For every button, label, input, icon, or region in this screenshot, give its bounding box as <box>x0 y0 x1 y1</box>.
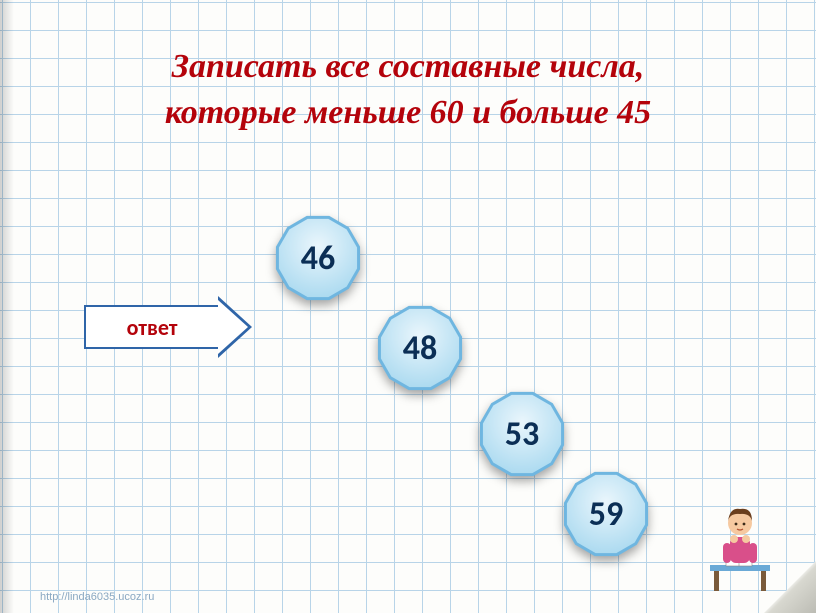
badge-value: 48 <box>403 328 437 369</box>
badge-value: 59 <box>589 494 623 535</box>
number-badge[interactable]: 59 <box>560 468 652 560</box>
badge-value: 46 <box>301 238 335 279</box>
answer-label: ответ <box>127 314 178 341</box>
badge-value: 53 <box>505 414 539 455</box>
title-line-1: Записать все составные числа, <box>40 44 776 90</box>
answer-arrow-tag[interactable]: ответ <box>84 296 252 358</box>
arrow-right-icon <box>218 296 252 358</box>
number-badge[interactable]: 48 <box>374 302 466 394</box>
title-line-2: которые меньше 60 и больше 45 <box>40 90 776 136</box>
answer-label-box: ответ <box>84 305 218 349</box>
task-title: Записать все составные числа, которые ме… <box>0 44 816 136</box>
number-badge[interactable]: 46 <box>272 212 364 304</box>
number-badge[interactable]: 53 <box>476 388 568 480</box>
footer-link[interactable]: http://linda6035.ucoz.ru <box>40 591 154 603</box>
student-at-desk-icon <box>704 499 776 595</box>
